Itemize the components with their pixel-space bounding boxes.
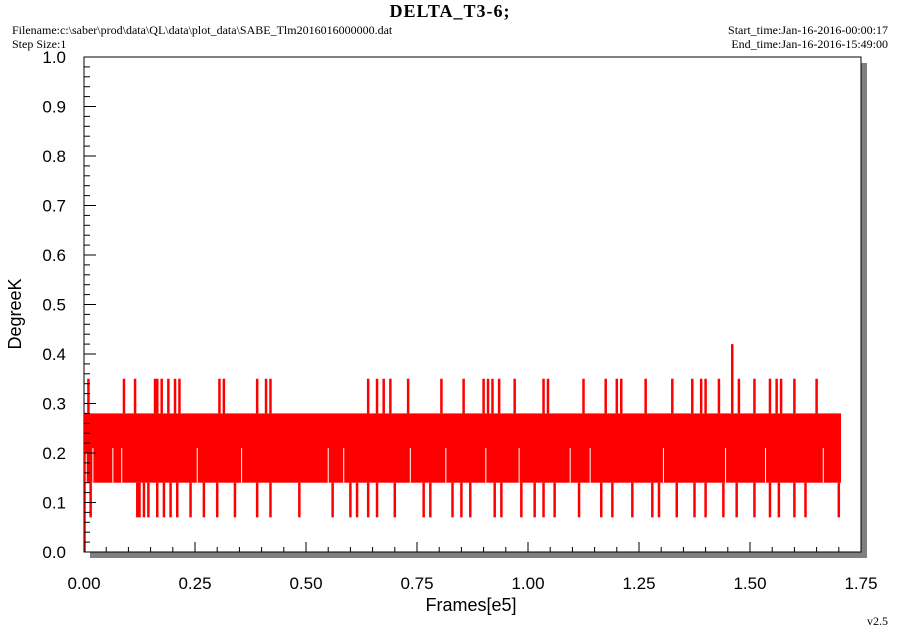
- x-tick-label: 0.75: [400, 574, 433, 593]
- y-tick-label: 0.2: [42, 444, 66, 463]
- data-layer: [84, 344, 842, 552]
- chart-title: DELTA_T3-6;: [389, 1, 511, 21]
- y-tick-label: 0.4: [42, 345, 66, 364]
- y-tick-label: 0.8: [42, 147, 66, 166]
- x-tick-label: 0.25: [178, 574, 211, 593]
- y-tick-label: 0.9: [42, 98, 66, 117]
- end-time-label: End_time:Jan-16-2016-15:49:00: [731, 37, 888, 51]
- x-tick-label: 0.00: [67, 574, 100, 593]
- x-tick-label: 0.50: [289, 574, 322, 593]
- y-tick-label: 0.7: [42, 197, 66, 216]
- y-tick-label: 0.3: [42, 395, 66, 414]
- x-axis-title: Frames[e5]: [425, 595, 516, 615]
- y-tick-label: 0.0: [42, 543, 66, 562]
- x-tick-label: 1.25: [622, 574, 655, 593]
- x-tick-label: 1.75: [844, 574, 877, 593]
- x-tick-label: 1.00: [511, 574, 544, 593]
- version-label: v2.5: [867, 614, 888, 628]
- start-time-label: Start_time:Jan-16-2016-00:00:17: [728, 23, 888, 37]
- filename-label: Filename:c:\saber\prod\data\QL\data\plot…: [12, 23, 393, 37]
- tick-layer: 0.0 0.1 0.2 0.3 0.4 0.5 0.6 0.7 0.8 0.9 1.0 0.00 0.2…: [42, 48, 877, 593]
- series-band: [84, 413, 842, 483]
- y-tick-label: 1.0: [42, 48, 66, 67]
- step-size-label: Step Size:1: [12, 37, 67, 51]
- y-tick-label: 0.6: [42, 246, 66, 265]
- y-tick-label: 0.5: [42, 296, 66, 315]
- x-tick-label: 1.50: [733, 574, 766, 593]
- y-axis-title: DegreeK: [5, 278, 25, 349]
- y-tick-label: 0.1: [42, 494, 66, 513]
